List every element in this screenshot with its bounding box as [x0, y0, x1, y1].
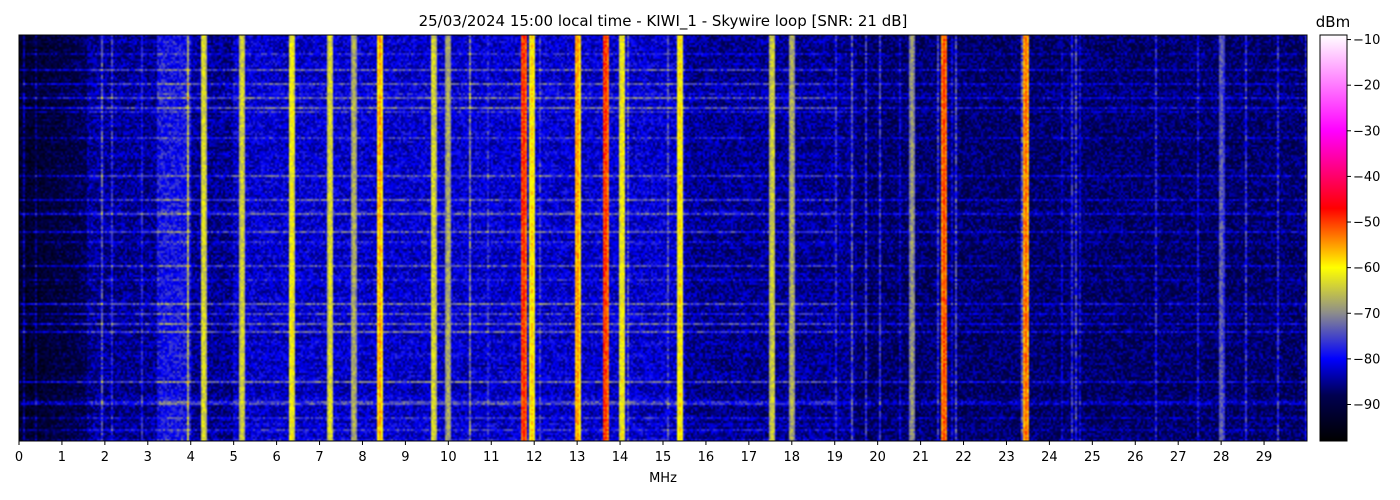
x-tick-label: 7 — [315, 450, 323, 465]
colorbar-tick-label: −20 — [1353, 79, 1380, 94]
spectrogram-image — [19, 35, 1307, 441]
x-tick-label: 28 — [1213, 450, 1230, 465]
colorbar-tick-label: −10 — [1353, 33, 1380, 48]
x-axis: 0 1 2 3 4 5 6 7 8 9 10 11 12 13 14 15 16 17 18 19 20 21 22 23 24… — [15, 441, 1272, 465]
x-axis-label: MHz — [649, 471, 677, 486]
colorbar — [1319, 34, 1348, 442]
x-tick-label: 27 — [1170, 450, 1187, 465]
x-tick-label: 15 — [655, 450, 672, 465]
colorbar-tick-label: −50 — [1353, 216, 1380, 231]
spectrogram-plot — [18, 34, 1308, 442]
colorbar-tick-label: −30 — [1353, 124, 1380, 139]
x-tick-label: 21 — [912, 450, 929, 465]
x-tick-label: 6 — [272, 450, 280, 465]
x-tick-label: 8 — [358, 450, 366, 465]
colorbar-tick-label: −90 — [1353, 398, 1380, 413]
x-tick-label: 22 — [955, 450, 972, 465]
x-tick-label: 1 — [58, 450, 66, 465]
x-tick-label: 29 — [1256, 450, 1273, 465]
x-tick-label: 10 — [440, 450, 457, 465]
x-tick-label: 2 — [101, 450, 109, 465]
x-tick-label: 13 — [569, 450, 586, 465]
x-tick-label: 0 — [15, 450, 23, 465]
x-tick-label: 16 — [698, 450, 715, 465]
x-tick-label: 9 — [401, 450, 409, 465]
x-tick-label: 3 — [144, 450, 152, 465]
x-tick-label: 26 — [1127, 450, 1144, 465]
x-tick-label: 11 — [483, 450, 500, 465]
x-tick-label: 17 — [741, 450, 758, 465]
x-tick-label: 4 — [187, 450, 195, 465]
x-tick-label: 12 — [526, 450, 543, 465]
x-tick-label: 14 — [612, 450, 629, 465]
colorbar-ticks: −10 −20 −30 −40 −50 −60 −70 −80 −90 — [1347, 33, 1380, 413]
colorbar-label: dBm — [1316, 13, 1350, 31]
x-tick-label: 19 — [826, 450, 843, 465]
colorbar-tick-label: −40 — [1353, 170, 1380, 185]
x-tick-label: 24 — [1041, 450, 1058, 465]
x-tick-label: 20 — [869, 450, 886, 465]
x-tick-label: 5 — [230, 450, 238, 465]
x-tick-label: 23 — [998, 450, 1015, 465]
x-tick-label: 18 — [784, 450, 801, 465]
colorbar-tick-label: −80 — [1353, 352, 1380, 367]
colorbar-gradient — [1319, 34, 1348, 442]
x-tick-label: 25 — [1084, 450, 1101, 465]
colorbar-tick-label: −70 — [1353, 307, 1380, 322]
colorbar-tick-label: −60 — [1353, 261, 1380, 276]
chart-title: 25/03/2024 15:00 local time - KIWI_1 - S… — [419, 12, 908, 31]
